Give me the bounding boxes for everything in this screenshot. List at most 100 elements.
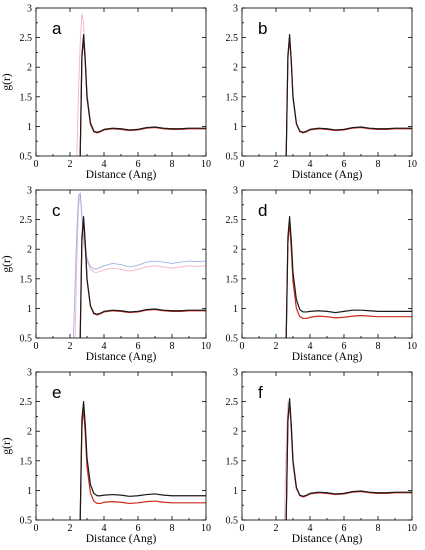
- panel-e: 0 2 4 6 8 10 0.5 1 1.5 2 2.5 3 Distance (Ang) g(r) e: [1, 368, 211, 546]
- panel-c: 0 2 4 6 8 10 0.5 1 1.5 2 2.5 3 Distance (Ang) g(r) c: [1, 186, 211, 364]
- panel-c-xtick-label: 4: [102, 341, 107, 352]
- panel-d-xtick-label: 8: [376, 341, 381, 352]
- panel-e-xtick-label: 10: [201, 523, 211, 534]
- panel-a-ytick-label: 0.5: [20, 152, 33, 163]
- panel-d-xtick-label: 4: [308, 341, 313, 352]
- panel-c-xtick-label: 6: [136, 341, 141, 352]
- panel-d-ytick-label: 3: [233, 186, 238, 197]
- panel-f-xtick-label: 4: [308, 523, 313, 534]
- panel-b-label: b: [258, 19, 267, 38]
- panel-b-ytick-label: 2.5: [226, 33, 239, 44]
- panel-b-xtick-label: 0: [240, 159, 245, 170]
- panel-a-ytick-label: 2: [27, 63, 32, 74]
- panel-c-xtick-label: 0: [34, 341, 39, 352]
- panel-e-ytick-label: 2: [27, 427, 32, 438]
- panel-f-label: f: [258, 383, 263, 402]
- panel-a-series-1-line: [79, 34, 206, 156]
- panel-c-series-1-line: [79, 216, 206, 338]
- panel-d-xlabel: Distance (Ang): [292, 351, 363, 363]
- panel-d-curves: [285, 216, 412, 338]
- panel-a-xtick-label: 0: [34, 159, 39, 170]
- panel-d-ytick-label: 1: [233, 304, 238, 315]
- panel-f-xlabel: Distance (Ang): [292, 533, 363, 545]
- panel-c-ytick-label: 1: [27, 304, 32, 315]
- panel-c-xtick-label: 2: [68, 341, 73, 352]
- panel-f-ytick-label: 3: [233, 368, 238, 379]
- panel-f-curves: [284, 398, 412, 520]
- panel-e-ylabel: g(r): [1, 437, 13, 454]
- panel-a-label: a: [52, 19, 62, 38]
- panel-d-ytick-label: 2: [233, 245, 238, 256]
- panel-c-ytick-label: 2.5: [20, 215, 33, 226]
- panel-f-ytick-label: 1: [233, 486, 238, 497]
- panel-a-ytick-label: 2.5: [20, 33, 33, 44]
- panel-e-label: e: [52, 383, 61, 402]
- panel-a-xtick-label: 10: [201, 159, 211, 170]
- panel-e-xtick-label: 8: [170, 523, 175, 534]
- panel-f-ytick-label: 1.5: [226, 456, 239, 467]
- panel-a-ytick-label: 3: [27, 4, 32, 15]
- panel-e-ytick-label: 3: [27, 368, 32, 379]
- panel-b-ytick-label: 0.5: [226, 152, 239, 163]
- panel-d-ytick-label: 2.5: [226, 215, 239, 226]
- panel-b-curves: [285, 34, 412, 156]
- panel-d-ytick-label: 0.5: [226, 334, 239, 345]
- panel-a-xtick-label: 6: [136, 159, 141, 170]
- panel-c-ytick-label: 3: [27, 186, 32, 197]
- panel-e-ytick-label: 1.5: [20, 456, 33, 467]
- panel-e-xtick-label: 6: [136, 523, 141, 534]
- panel-b-ytick-label: 1: [233, 122, 238, 133]
- panel-a-curves: [76, 13, 206, 156]
- panel-e-series-1-line: [79, 401, 206, 520]
- panel-c-curves: [72, 192, 206, 338]
- panel-f-xtick-label: 10: [407, 523, 417, 534]
- panel-b: 0 2 4 6 8 10 0.5 1 1.5 2 2.5 3 Distance (Ang) b: [226, 4, 418, 182]
- panel-f-xtick-label: 8: [376, 523, 381, 534]
- panel-c-ytick-label: 1.5: [20, 274, 33, 285]
- panel-a-xlabel: Distance (Ang): [86, 169, 157, 181]
- panel-e-curves: [79, 401, 206, 520]
- panel-c-xtick-label: 8: [170, 341, 175, 352]
- panel-e-ytick-label: 0.5: [20, 516, 33, 527]
- panel-a-xtick-label: 2: [68, 159, 73, 170]
- panel-a-ytick-label: 1: [27, 122, 32, 133]
- panel-d-series-1-line: [285, 216, 412, 338]
- panel-e-xtick-label: 2: [68, 523, 73, 534]
- panel-b-xtick-label: 10: [407, 159, 417, 170]
- panel-c-ylabel: g(r): [1, 255, 13, 272]
- panel-b-series-1-line: [285, 34, 412, 156]
- panel-b-xtick-label: 6: [342, 159, 347, 170]
- panel-f-ytick-label: 0.5: [226, 516, 239, 527]
- panel-b-xtick-label: 2: [274, 159, 279, 170]
- panel-f-xtick-label: 6: [342, 523, 347, 534]
- panel-e-ytick-label: 1: [27, 486, 32, 497]
- panel-d-xtick-label: 2: [274, 341, 279, 352]
- panel-d-xtick-label: 0: [240, 341, 245, 352]
- panel-d: 0 2 4 6 8 10 0.5 1 1.5 2 2.5 3 Distance (Ang) d: [226, 186, 418, 364]
- panel-d-label: d: [258, 201, 267, 220]
- panel-f-xtick-label: 2: [274, 523, 279, 534]
- panel-a-ytick-label: 1.5: [20, 92, 33, 103]
- panel-c-series-3-line: [72, 192, 206, 338]
- panel-e-xtick-label: 4: [102, 523, 107, 534]
- panel-a-ylabel: g(r): [1, 73, 13, 90]
- panel-f: 0 2 4 6 8 10 0.5 1 1.5 2 2.5 3 Distance (Ang) f: [226, 368, 418, 546]
- panel-c-xtick-label: 10: [201, 341, 211, 352]
- panel-d-xtick-label: 6: [342, 341, 347, 352]
- panel-d-xtick-label: 10: [407, 341, 417, 352]
- panel-b-xtick-label: 4: [308, 159, 313, 170]
- panel-c-label: c: [52, 201, 61, 220]
- panel-f-series-1-line: [285, 398, 412, 520]
- panel-f-ytick-label: 2: [233, 427, 238, 438]
- panel-c-xlabel: Distance (Ang): [86, 351, 157, 363]
- panel-f-ytick-label: 2.5: [226, 397, 239, 408]
- panel-a-xtick-label: 8: [170, 159, 175, 170]
- panel-d-ytick-label: 1.5: [226, 274, 239, 285]
- panel-b-ytick-label: 1.5: [226, 92, 239, 103]
- panel-b-xtick-label: 8: [376, 159, 381, 170]
- panel-e-xtick-label: 0: [34, 523, 39, 534]
- panel-b-ytick-label: 3: [233, 4, 238, 15]
- panel-c-ytick-label: 2: [27, 245, 32, 256]
